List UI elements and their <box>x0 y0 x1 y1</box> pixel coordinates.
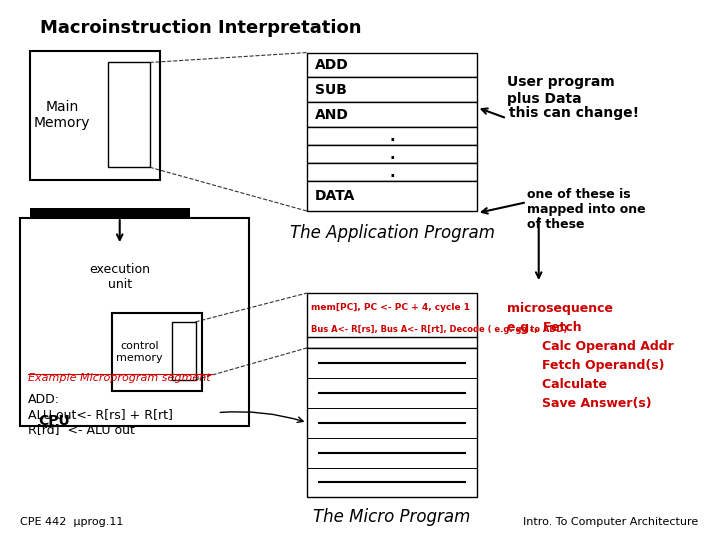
Text: Intro. To Computer Architecture: Intro. To Computer Architecture <box>523 517 698 528</box>
Bar <box>307 181 477 211</box>
Bar <box>55 243 184 311</box>
Text: CPE 442  μprog.11: CPE 442 μprog.11 <box>20 517 123 528</box>
Bar <box>307 127 477 145</box>
Text: one of these is
mapped into one
of these: one of these is mapped into one of these <box>527 188 645 231</box>
Bar <box>20 218 249 426</box>
Bar <box>307 145 477 163</box>
Text: microsequence
e.g., Fetch
        Calc Operand Addr
        Fetch Operand(s)
   : microsequence e.g., Fetch Calc Operand A… <box>507 302 673 410</box>
Text: .: . <box>390 129 395 144</box>
Text: The Micro Program: The Micro Program <box>313 509 471 526</box>
Text: The Application Program: The Application Program <box>289 224 495 242</box>
Bar <box>171 322 196 380</box>
Bar <box>30 51 160 180</box>
Text: Bus A<- R[rs], Bus A<- R[rt], Decode ( e.g. go to ADD): Bus A<- R[rs], Bus A<- R[rt], Decode ( e… <box>311 326 567 334</box>
Text: Example Microprogram segment: Example Microprogram segment <box>28 373 210 383</box>
Bar <box>112 313 202 391</box>
Text: .: . <box>390 147 395 162</box>
Text: this can change!: this can change! <box>509 106 639 120</box>
Bar <box>307 348 477 497</box>
Bar <box>307 163 477 181</box>
Text: SUB: SUB <box>315 83 347 97</box>
Text: Main
Memory: Main Memory <box>34 100 90 131</box>
Text: control
memory: control memory <box>117 341 163 362</box>
Bar <box>307 77 477 103</box>
Text: AND: AND <box>315 108 349 122</box>
Text: DATA: DATA <box>315 189 356 203</box>
Bar <box>108 63 150 167</box>
Text: execution
unit: execution unit <box>89 263 150 291</box>
Bar <box>307 52 477 77</box>
Bar <box>307 293 477 348</box>
Text: .: . <box>390 165 395 180</box>
Text: CPU: CPU <box>38 414 70 428</box>
Text: Macroinstruction Interpretation: Macroinstruction Interpretation <box>40 18 361 37</box>
Bar <box>30 208 189 217</box>
Text: ADD: ADD <box>315 58 349 72</box>
Text: ADD:
ALU out<- R[rs] + R[rt]
R[rd]  <- ALU out: ADD: ALU out<- R[rs] + R[rt] R[rd] <- AL… <box>28 393 173 436</box>
Bar <box>307 103 477 127</box>
Text: mem[PC], PC <- PC + 4, cycle 1: mem[PC], PC <- PC + 4, cycle 1 <box>311 303 470 313</box>
Text: User program
plus Data: User program plus Data <box>507 76 615 106</box>
